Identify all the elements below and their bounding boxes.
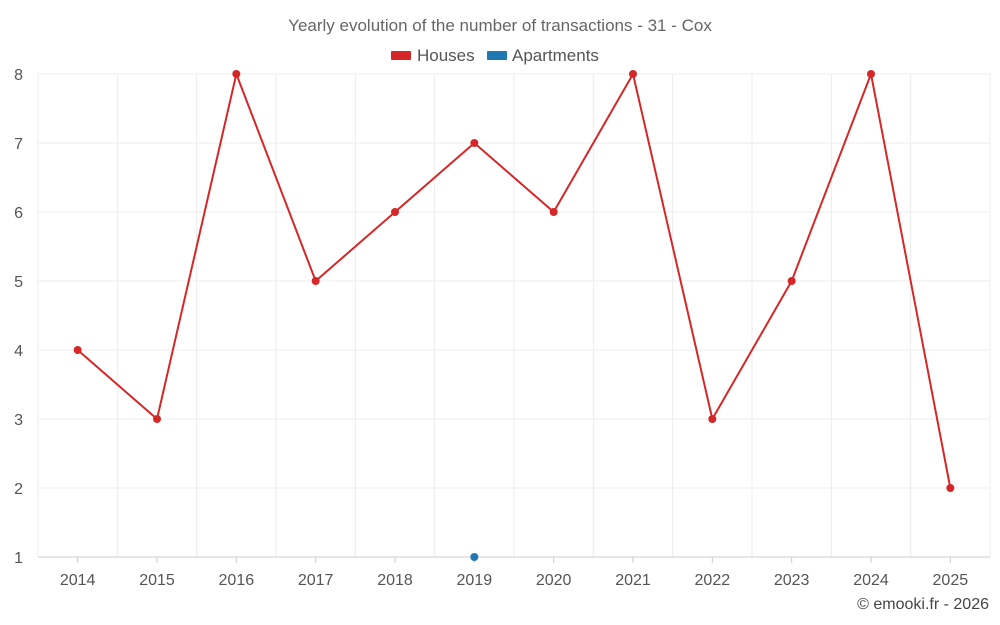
- y-tick-label: 2: [14, 481, 23, 498]
- x-tick-label: 2015: [139, 572, 175, 589]
- x-tick-label: 2014: [60, 572, 96, 589]
- data-point-houses[interactable]: [153, 415, 161, 423]
- credit-text: © emooki.fr - 2026: [857, 596, 989, 613]
- legend-swatch-houses: [391, 51, 411, 60]
- x-tick-label: 2018: [377, 572, 413, 589]
- x-tick-label: 2023: [774, 572, 810, 589]
- grid: [37, 73, 991, 557]
- y-tick-label: 4: [14, 343, 23, 360]
- x-tick-label: 2024: [853, 572, 889, 589]
- series-line-houses: [77, 73, 952, 489]
- x-axis: 2014 2015 2016 2017 2018 2019 2020 2021 2022 2023…: [38, 556, 990, 589]
- x-tick-label: 2022: [695, 572, 731, 589]
- data-point-houses[interactable]: [470, 139, 479, 147]
- chart-title: Yearly evolution of the number of transa…: [288, 16, 712, 35]
- y-tick-label: 5: [14, 274, 23, 291]
- legend: Houses Apartments: [391, 46, 599, 65]
- x-tick-label: 2025: [933, 572, 969, 589]
- data-point-houses[interactable]: [73, 346, 82, 354]
- data-point-houses[interactable]: [629, 70, 637, 78]
- x-tick-label: 2020: [536, 572, 572, 589]
- x-tick-label: 2017: [298, 572, 334, 589]
- data-point-houses[interactable]: [946, 484, 955, 492]
- x-tick-label: 2021: [615, 572, 651, 589]
- data-point-houses[interactable]: [311, 277, 320, 285]
- y-tick-label: 7: [14, 136, 23, 153]
- y-tick-label: 8: [14, 67, 23, 84]
- data-point-houses[interactable]: [391, 208, 399, 216]
- data-point-houses[interactable]: [232, 70, 241, 78]
- y-tick-label: 3: [14, 412, 23, 429]
- legend-swatch-apartments: [487, 51, 507, 60]
- y-tick-label: 1: [14, 550, 23, 567]
- x-tick-label: 2016: [219, 572, 255, 589]
- legend-label-apartments[interactable]: Apartments: [512, 46, 599, 65]
- data-point-houses[interactable]: [787, 277, 796, 285]
- data-point-apartments[interactable]: [470, 553, 479, 561]
- y-axis: 1 2 3 4 5 6 7 8: [14, 67, 23, 567]
- x-tick-label: 2019: [457, 572, 493, 589]
- legend-label-houses[interactable]: Houses: [417, 46, 475, 65]
- data-point-houses[interactable]: [708, 415, 717, 423]
- data-point-houses[interactable]: [867, 70, 875, 78]
- series: [73, 70, 955, 561]
- y-tick-label: 6: [14, 205, 23, 222]
- data-point-houses[interactable]: [549, 208, 558, 216]
